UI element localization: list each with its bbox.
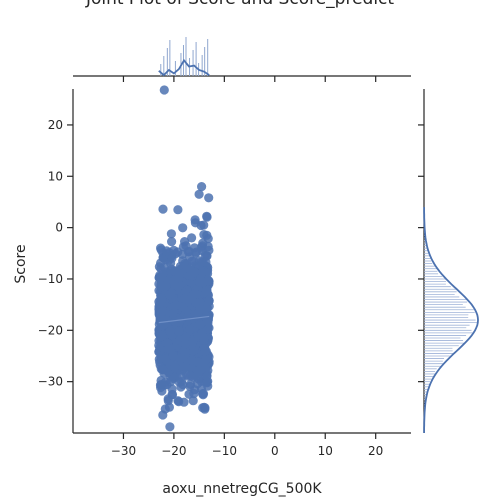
x-tick-label: 20 — [368, 444, 383, 458]
x-tick-label: −20 — [161, 444, 186, 458]
data-point — [197, 257, 207, 267]
chart-title: Joint Plot of Score and Score_predict — [85, 0, 394, 9]
data-point — [183, 312, 193, 322]
data-point — [157, 331, 167, 341]
data-point — [167, 253, 177, 263]
data-point — [168, 351, 178, 361]
data-point — [168, 309, 178, 319]
x-tick-label: 10 — [318, 444, 333, 458]
data-point — [166, 229, 176, 239]
main-axes: −30 −20 −10 0 10 20 −30 −20 −10 0 10 20 — [38, 85, 411, 458]
data-point — [190, 289, 200, 299]
data-point — [170, 362, 180, 372]
data-point — [195, 304, 205, 314]
data-point — [166, 377, 176, 387]
data-point — [185, 270, 195, 280]
data-point — [159, 262, 169, 273]
data-point — [165, 327, 175, 337]
data-point — [198, 389, 208, 399]
data-point — [174, 269, 184, 279]
data-point — [199, 333, 209, 343]
data-point — [174, 377, 184, 387]
data-point — [165, 344, 175, 354]
data-point — [157, 270, 168, 280]
y-axis-label: Score — [13, 244, 29, 283]
right-marginal-kde — [423, 207, 479, 433]
data-point — [180, 339, 190, 349]
data-point — [176, 353, 186, 363]
data-point — [204, 193, 214, 203]
y-tick-label: 10 — [48, 169, 63, 183]
data-point — [195, 319, 205, 329]
data-point — [185, 324, 195, 334]
data-point — [202, 251, 212, 261]
top-marginal — [73, 37, 411, 82]
data-point — [158, 410, 168, 420]
data-point — [187, 233, 197, 243]
data-point — [187, 336, 198, 346]
y-tick-label: 20 — [48, 118, 63, 132]
data-point — [185, 381, 195, 391]
data-point — [157, 295, 167, 305]
scatter-points — [154, 85, 214, 432]
data-point — [203, 276, 213, 286]
data-point — [194, 189, 204, 199]
data-point — [180, 362, 191, 372]
data-point — [194, 357, 204, 367]
regression-line — [158, 315, 210, 324]
data-point — [199, 402, 209, 412]
data-point — [173, 205, 183, 215]
x-tick-label: −30 — [111, 444, 136, 458]
data-point — [188, 396, 198, 406]
data-point — [184, 246, 194, 257]
data-point — [156, 382, 166, 393]
data-point — [190, 215, 200, 225]
y-tick-label: −20 — [38, 323, 63, 337]
data-point — [189, 389, 199, 399]
data-point — [177, 249, 187, 259]
y-tick-label: 0 — [55, 221, 63, 235]
data-point — [170, 280, 180, 290]
data-point — [199, 220, 209, 230]
data-point — [202, 211, 212, 221]
data-point — [159, 85, 169, 95]
data-point — [189, 345, 199, 356]
y-tick-label: −30 — [38, 375, 63, 389]
data-point — [158, 204, 168, 214]
y-tick-label: −10 — [38, 272, 63, 286]
data-point — [179, 397, 189, 407]
x-tick-label: −10 — [212, 444, 237, 458]
data-point — [197, 267, 207, 277]
data-point — [187, 256, 197, 266]
data-point — [202, 378, 212, 388]
data-point — [179, 293, 189, 304]
data-point — [191, 247, 201, 257]
x-tick-label: 0 — [271, 444, 279, 458]
data-point — [167, 384, 177, 394]
data-point — [159, 319, 169, 329]
data-point — [162, 246, 172, 256]
right-marginal — [418, 89, 479, 433]
data-point — [202, 230, 212, 240]
data-point — [154, 354, 164, 364]
data-point — [200, 346, 210, 357]
data-point — [161, 281, 171, 291]
top-marginal-kde — [158, 58, 210, 77]
data-point — [167, 237, 177, 247]
data-point — [197, 182, 207, 192]
data-point — [188, 372, 198, 382]
x-axis-label: aoxu_nnetregCG_500K — [162, 481, 322, 497]
data-point — [186, 356, 196, 366]
data-point — [178, 223, 188, 233]
data-point — [165, 422, 175, 432]
data-point — [174, 326, 184, 336]
